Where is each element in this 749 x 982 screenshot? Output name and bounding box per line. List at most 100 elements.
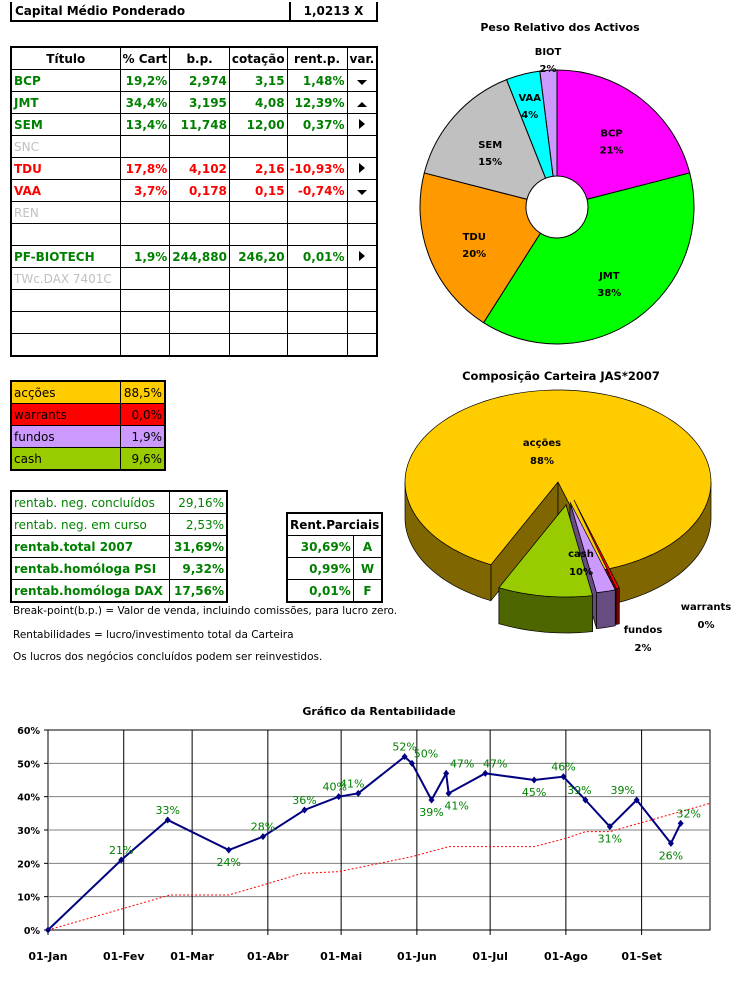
cot-cell[interactable]: 3,15	[228, 69, 288, 92]
allocation-value[interactable]: 0,0%	[119, 403, 166, 426]
bp-cell[interactable]	[169, 311, 230, 334]
data-point[interactable]	[606, 823, 613, 831]
y-tick-label: 0%	[24, 926, 41, 937]
bp-cell[interactable]: 2,974	[169, 69, 230, 92]
rent-cell[interactable]: 0,37%	[286, 113, 348, 136]
cot-cell[interactable]: 4,08	[228, 91, 288, 114]
cart-cell[interactable]	[119, 311, 171, 334]
note-lucros: Os lucros dos negócios concluídos podem …	[13, 651, 323, 663]
y-tick-label: 40%	[17, 793, 40, 804]
data-point[interactable]	[560, 773, 567, 781]
parcial-value[interactable]: 0,99%	[286, 557, 354, 580]
allocation-row: acções 88,5%	[10, 380, 166, 404]
titulo-cell[interactable]: JMT	[10, 91, 121, 114]
arrow-right-icon	[358, 250, 365, 261]
var-cell[interactable]	[346, 333, 378, 357]
data-point[interactable]	[118, 856, 125, 864]
data-point[interactable]	[259, 833, 266, 841]
data-point[interactable]	[445, 789, 452, 797]
cart-cell[interactable]: 17,8%	[119, 157, 171, 180]
x-tick-label: 01-Set	[621, 950, 662, 963]
table-row: REN	[10, 201, 378, 224]
capital-value[interactable]: 1,0213 X	[303, 4, 364, 18]
data-point[interactable]	[401, 753, 408, 761]
data-point[interactable]	[408, 759, 415, 767]
column-header[interactable]: cotação	[228, 46, 288, 70]
data-label: 36%	[292, 794, 316, 807]
parcial-row: 0,01% F	[286, 579, 383, 603]
data-point[interactable]	[301, 806, 308, 814]
data-point[interactable]	[633, 796, 640, 804]
column-header[interactable]: % Cart	[119, 46, 171, 70]
pie-slice-jmt[interactable]	[482, 172, 695, 345]
rentab-value[interactable]: 2,53%	[168, 513, 228, 536]
allocation-value[interactable]: 1,9%	[119, 425, 166, 448]
data-point[interactable]	[355, 789, 362, 797]
slice-label: fundos	[624, 625, 663, 636]
data-point[interactable]	[482, 769, 489, 777]
pie3d-slice-acções[interactable]	[404, 389, 712, 571]
slice-percent: 20%	[462, 249, 486, 260]
data-point[interactable]	[335, 793, 342, 801]
cart-cell[interactable]: 34,4%	[119, 91, 171, 114]
table-row: JMT 34,4% 3,195 4,08 12,39%	[10, 91, 378, 114]
y-tick-label: 20%	[17, 859, 40, 870]
var-cell[interactable]	[346, 311, 378, 334]
data-point[interactable]	[443, 769, 450, 777]
pie-slice-biot[interactable]	[539, 69, 558, 177]
data-label: 32%	[676, 807, 700, 820]
pie-slice-bcp[interactable]	[556, 69, 691, 200]
cart-cell[interactable]: 1,9%	[119, 245, 171, 268]
rent-cell[interactable]: 12,39%	[286, 91, 348, 114]
data-point[interactable]	[531, 776, 538, 784]
arrow-right-icon	[358, 118, 365, 129]
column-header[interactable]: rent.p.	[286, 46, 348, 70]
table-row	[10, 333, 378, 357]
pie-slice-tdu[interactable]	[419, 172, 542, 324]
titulo-cell[interactable]: REN	[10, 201, 121, 224]
bp-cell[interactable]: 3,195	[169, 91, 230, 114]
data-point[interactable]	[164, 816, 171, 824]
data-point[interactable]	[582, 796, 589, 804]
data-point[interactable]	[677, 819, 684, 827]
rent-cell[interactable]: 0,01%	[286, 245, 348, 268]
data-point[interactable]	[428, 796, 435, 804]
rentab-value[interactable]: 31,69%	[168, 535, 228, 558]
pie3d-slice-cash[interactable]	[498, 504, 594, 598]
cart-cell[interactable]: 13,4%	[119, 113, 171, 136]
titulo-cell[interactable]: PF-BIOTECH	[10, 245, 121, 268]
pie3d-slice-fundos[interactable]	[569, 501, 616, 593]
slice-percent: 21%	[600, 146, 624, 157]
pie-slice-sem[interactable]	[423, 78, 547, 200]
rentab-value[interactable]: 9,32%	[168, 557, 228, 580]
pie3d-slice-warrants[interactable]	[573, 499, 620, 589]
data-point[interactable]	[225, 846, 232, 854]
chart-title: Composição Carteira JAS*2007	[462, 369, 660, 383]
cart-cell[interactable]: 3,7%	[119, 179, 171, 202]
rentab-value[interactable]: 17,56%	[168, 579, 228, 603]
bp-cell[interactable]	[169, 333, 230, 357]
slice-label: SEM	[478, 140, 502, 151]
column-header[interactable]: Título	[10, 46, 121, 70]
chart-title: Peso Relativo dos Activos	[480, 21, 640, 34]
data-label: 26%	[659, 849, 683, 862]
allocation-value[interactable]: 9,6%	[119, 447, 166, 471]
parcial-value[interactable]: 0,01%	[286, 579, 354, 603]
titulo-cell[interactable]: VAA	[10, 179, 121, 202]
capital-medio-ponderado: Capital Médio Ponderado 1,0213 X	[10, 2, 378, 22]
rent-parciais-header: Rent.Parciais	[286, 512, 383, 536]
bp-cell[interactable]: 4,102	[169, 157, 230, 180]
titulo-cell[interactable]	[10, 311, 121, 334]
slice-label: VAA	[518, 93, 541, 104]
cot-cell[interactable]: 246,20	[228, 245, 288, 268]
pie3d-side-warrants	[615, 587, 620, 625]
arrow-right-icon	[358, 162, 365, 173]
cart-cell[interactable]	[119, 333, 171, 357]
titulo-cell[interactable]	[10, 333, 121, 357]
data-point[interactable]	[45, 926, 51, 934]
slice-label: warrants	[681, 602, 731, 613]
data-point[interactable]	[667, 839, 674, 847]
rentab-value[interactable]: 29,16%	[168, 490, 228, 514]
note-break-point: Break-point(b.p.) = Valor de venda, incl…	[13, 605, 398, 617]
bp-cell[interactable]: 244,880	[169, 245, 230, 268]
